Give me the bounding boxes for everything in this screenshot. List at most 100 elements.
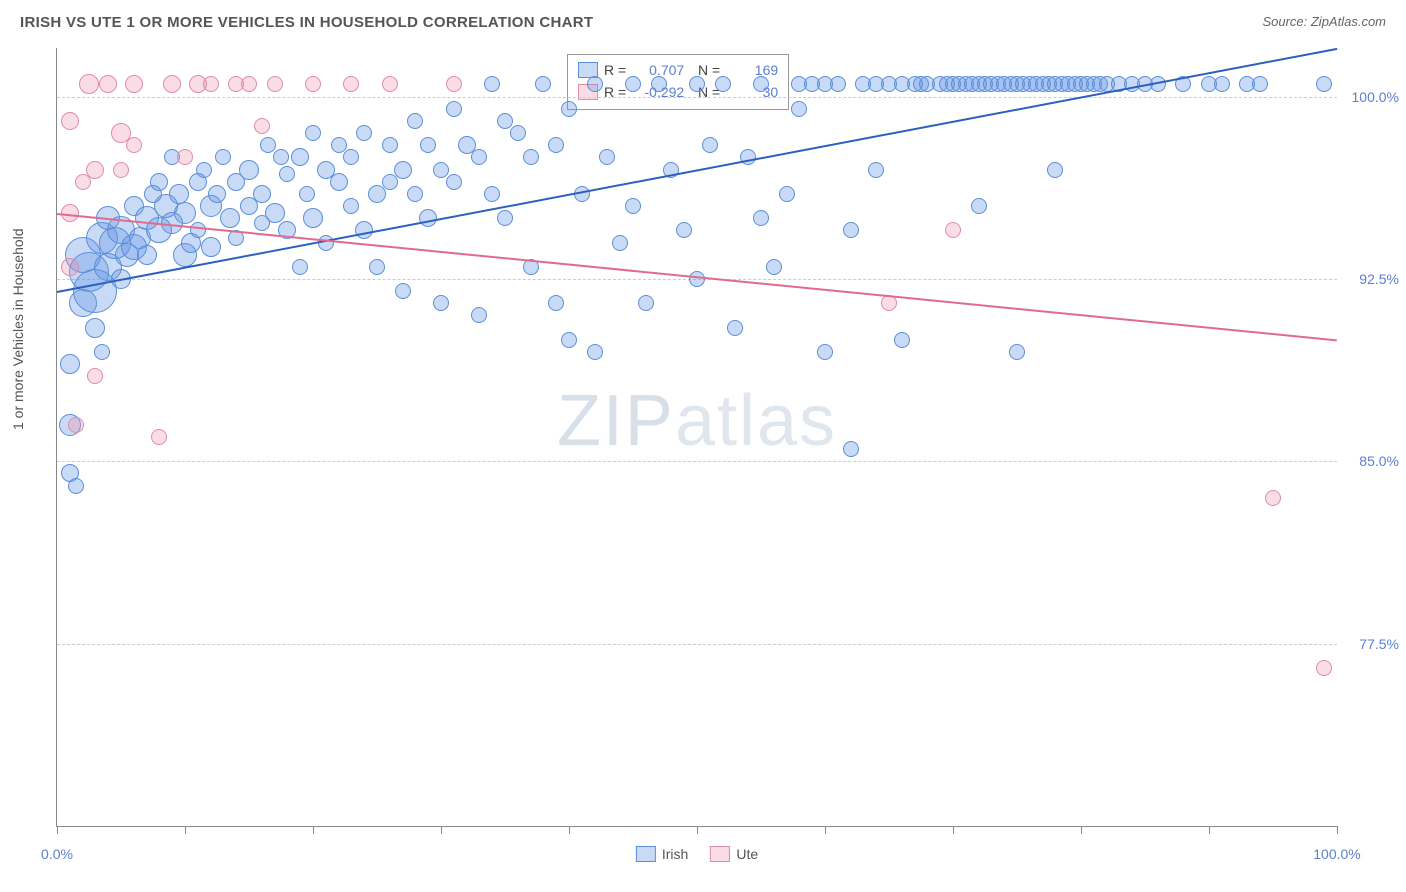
- data-point[interactable]: [587, 76, 603, 92]
- data-point[interactable]: [894, 332, 910, 348]
- data-point[interactable]: [369, 259, 385, 275]
- data-point[interactable]: [1009, 344, 1025, 360]
- data-point[interactable]: [265, 203, 285, 223]
- data-point[interactable]: [79, 74, 99, 94]
- data-point[interactable]: [484, 186, 500, 202]
- data-point[interactable]: [715, 76, 731, 92]
- data-point[interactable]: [1214, 76, 1230, 92]
- data-point[interactable]: [1252, 76, 1268, 92]
- data-point[interactable]: [260, 137, 276, 153]
- data-point[interactable]: [86, 161, 104, 179]
- data-point[interactable]: [253, 185, 271, 203]
- data-point[interactable]: [702, 137, 718, 153]
- data-point[interactable]: [395, 283, 411, 299]
- data-point[interactable]: [151, 429, 167, 445]
- data-point[interactable]: [676, 222, 692, 238]
- data-point[interactable]: [208, 185, 226, 203]
- data-point[interactable]: [727, 320, 743, 336]
- data-point[interactable]: [612, 235, 628, 251]
- data-point[interactable]: [471, 307, 487, 323]
- data-point[interactable]: [125, 75, 143, 93]
- data-point[interactable]: [753, 210, 769, 226]
- data-point[interactable]: [523, 149, 539, 165]
- data-point[interactable]: [843, 441, 859, 457]
- data-point[interactable]: [85, 318, 105, 338]
- data-point[interactable]: [239, 160, 259, 180]
- data-point[interactable]: [113, 162, 129, 178]
- data-point[interactable]: [689, 271, 705, 287]
- data-point[interactable]: [279, 166, 295, 182]
- data-point[interactable]: [61, 258, 79, 276]
- data-point[interactable]: [343, 198, 359, 214]
- data-point[interactable]: [75, 174, 91, 190]
- data-point[interactable]: [68, 417, 84, 433]
- data-point[interactable]: [299, 186, 315, 202]
- data-point[interactable]: [273, 149, 289, 165]
- data-point[interactable]: [446, 76, 462, 92]
- data-point[interactable]: [651, 76, 667, 92]
- data-point[interactable]: [599, 149, 615, 165]
- data-point[interactable]: [945, 222, 961, 238]
- data-point[interactable]: [126, 137, 142, 153]
- data-point[interactable]: [368, 185, 386, 203]
- data-point[interactable]: [791, 101, 807, 117]
- data-point[interactable]: [203, 76, 219, 92]
- data-point[interactable]: [292, 259, 308, 275]
- data-point[interactable]: [868, 162, 884, 178]
- data-point[interactable]: [561, 332, 577, 348]
- data-point[interactable]: [291, 148, 309, 166]
- data-point[interactable]: [150, 173, 168, 191]
- data-point[interactable]: [1316, 76, 1332, 92]
- data-point[interactable]: [638, 295, 654, 311]
- data-point[interactable]: [241, 76, 257, 92]
- data-point[interactable]: [267, 76, 283, 92]
- data-point[interactable]: [190, 222, 206, 238]
- data-point[interactable]: [510, 125, 526, 141]
- data-point[interactable]: [535, 76, 551, 92]
- data-point[interactable]: [220, 208, 240, 228]
- data-point[interactable]: [382, 174, 398, 190]
- data-point[interactable]: [420, 137, 436, 153]
- data-point[interactable]: [1047, 162, 1063, 178]
- data-point[interactable]: [766, 259, 782, 275]
- data-point[interactable]: [446, 101, 462, 117]
- data-point[interactable]: [843, 222, 859, 238]
- data-point[interactable]: [60, 354, 80, 374]
- data-point[interactable]: [817, 344, 833, 360]
- data-point[interactable]: [625, 198, 641, 214]
- data-point[interactable]: [433, 162, 449, 178]
- data-point[interactable]: [87, 368, 103, 384]
- data-point[interactable]: [382, 76, 398, 92]
- data-point[interactable]: [343, 76, 359, 92]
- data-point[interactable]: [740, 149, 756, 165]
- source-attribution[interactable]: Source: ZipAtlas.com: [1262, 14, 1386, 29]
- data-point[interactable]: [254, 118, 270, 134]
- data-point[interactable]: [561, 101, 577, 117]
- data-point[interactable]: [356, 125, 372, 141]
- data-point[interactable]: [446, 174, 462, 190]
- data-point[interactable]: [1265, 490, 1281, 506]
- data-point[interactable]: [471, 149, 487, 165]
- data-point[interactable]: [61, 112, 79, 130]
- data-point[interactable]: [971, 198, 987, 214]
- data-point[interactable]: [497, 210, 513, 226]
- data-point[interactable]: [587, 344, 603, 360]
- data-point[interactable]: [174, 202, 196, 224]
- data-point[interactable]: [484, 76, 500, 92]
- data-point[interactable]: [68, 478, 84, 494]
- data-point[interactable]: [830, 76, 846, 92]
- data-point[interactable]: [137, 245, 157, 265]
- data-point[interactable]: [196, 162, 212, 178]
- data-point[interactable]: [433, 295, 449, 311]
- data-point[interactable]: [407, 186, 423, 202]
- data-point[interactable]: [169, 184, 189, 204]
- data-point[interactable]: [382, 137, 398, 153]
- data-point[interactable]: [625, 76, 641, 92]
- data-point[interactable]: [548, 137, 564, 153]
- data-point[interactable]: [548, 295, 564, 311]
- data-point[interactable]: [331, 137, 347, 153]
- data-point[interactable]: [330, 173, 348, 191]
- data-point[interactable]: [215, 149, 231, 165]
- data-point[interactable]: [753, 76, 769, 92]
- data-point[interactable]: [305, 125, 321, 141]
